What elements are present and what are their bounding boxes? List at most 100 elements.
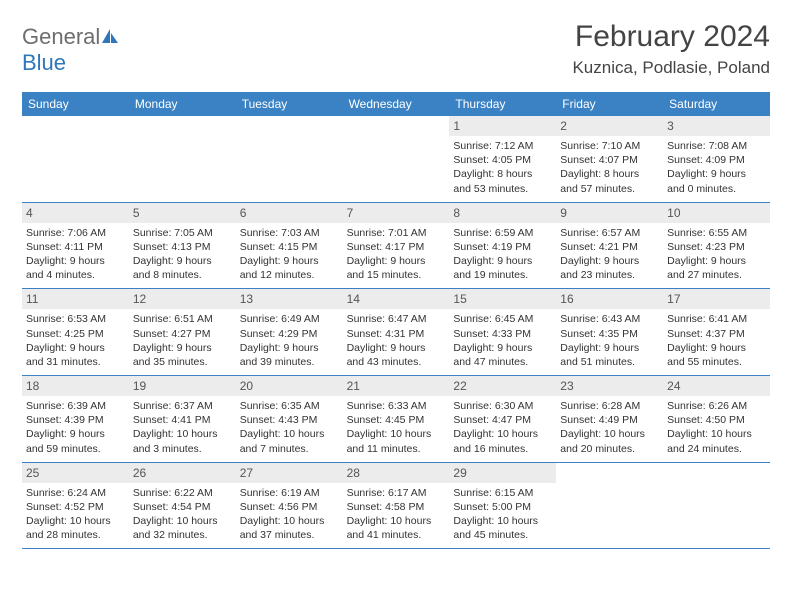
daylight-text: Daylight: 10 hours [133, 514, 232, 528]
weekday-header: Wednesday [343, 92, 450, 116]
day-details: Sunrise: 6:43 AMSunset: 4:35 PMDaylight:… [560, 312, 659, 369]
sunset-text: Sunset: 4:05 PM [453, 153, 552, 167]
daylight-text: and 55 minutes. [667, 355, 766, 369]
logo-sail-icon [101, 28, 119, 44]
daylight-text: Daylight: 9 hours [667, 341, 766, 355]
daylight-text: Daylight: 10 hours [26, 514, 125, 528]
day-cell: 5Sunrise: 7:05 AMSunset: 4:13 PMDaylight… [129, 203, 236, 289]
day-number: 13 [236, 289, 343, 309]
day-cell: 25Sunrise: 6:24 AMSunset: 4:52 PMDayligh… [22, 463, 129, 549]
daylight-text: Daylight: 9 hours [560, 341, 659, 355]
day-details: Sunrise: 7:05 AMSunset: 4:13 PMDaylight:… [133, 226, 232, 283]
day-cell: 12Sunrise: 6:51 AMSunset: 4:27 PMDayligh… [129, 289, 236, 375]
day-number: 22 [449, 376, 556, 396]
day-cell: 9Sunrise: 6:57 AMSunset: 4:21 PMDaylight… [556, 203, 663, 289]
day-details: Sunrise: 6:55 AMSunset: 4:23 PMDaylight:… [667, 226, 766, 283]
daylight-text: and 27 minutes. [667, 268, 766, 282]
day-details: Sunrise: 6:35 AMSunset: 4:43 PMDaylight:… [240, 399, 339, 456]
day-number: 7 [343, 203, 450, 223]
daylight-text: and 43 minutes. [347, 355, 446, 369]
daylight-text: Daylight: 9 hours [453, 341, 552, 355]
empty-day-cell [129, 116, 236, 202]
daylight-text: and 57 minutes. [560, 182, 659, 196]
week-row: 25Sunrise: 6:24 AMSunset: 4:52 PMDayligh… [22, 463, 770, 550]
sunrise-text: Sunrise: 6:59 AM [453, 226, 552, 240]
daylight-text: and 16 minutes. [453, 442, 552, 456]
sunset-text: Sunset: 4:58 PM [347, 500, 446, 514]
sunrise-text: Sunrise: 7:05 AM [133, 226, 232, 240]
day-number: 10 [663, 203, 770, 223]
sunrise-text: Sunrise: 6:24 AM [26, 486, 125, 500]
sunrise-text: Sunrise: 7:08 AM [667, 139, 766, 153]
daylight-text: and 8 minutes. [133, 268, 232, 282]
day-cell: 21Sunrise: 6:33 AMSunset: 4:45 PMDayligh… [343, 376, 450, 462]
sunrise-text: Sunrise: 6:43 AM [560, 312, 659, 326]
day-number: 1 [449, 116, 556, 136]
day-number: 3 [663, 116, 770, 136]
week-row: 11Sunrise: 6:53 AMSunset: 4:25 PMDayligh… [22, 289, 770, 376]
sunrise-text: Sunrise: 6:45 AM [453, 312, 552, 326]
calendar-page: General Blue February 2024 Kuznica, Podl… [0, 0, 792, 569]
sunset-text: Sunset: 4:49 PM [560, 413, 659, 427]
day-cell: 4Sunrise: 7:06 AMSunset: 4:11 PMDaylight… [22, 203, 129, 289]
day-details: Sunrise: 6:26 AMSunset: 4:50 PMDaylight:… [667, 399, 766, 456]
empty-day-cell [663, 463, 770, 549]
day-details: Sunrise: 6:28 AMSunset: 4:49 PMDaylight:… [560, 399, 659, 456]
weekday-header: Tuesday [236, 92, 343, 116]
daylight-text: Daylight: 9 hours [347, 341, 446, 355]
sunset-text: Sunset: 4:54 PM [133, 500, 232, 514]
day-details: Sunrise: 6:22 AMSunset: 4:54 PMDaylight:… [133, 486, 232, 543]
day-number: 14 [343, 289, 450, 309]
sunset-text: Sunset: 4:21 PM [560, 240, 659, 254]
daylight-text: Daylight: 10 hours [560, 427, 659, 441]
sunset-text: Sunset: 4:15 PM [240, 240, 339, 254]
sunrise-text: Sunrise: 6:49 AM [240, 312, 339, 326]
daylight-text: and 31 minutes. [26, 355, 125, 369]
logo-text-general: General [22, 24, 100, 49]
sunrise-text: Sunrise: 6:33 AM [347, 399, 446, 413]
day-number: 12 [129, 289, 236, 309]
daylight-text: Daylight: 10 hours [240, 514, 339, 528]
day-cell: 23Sunrise: 6:28 AMSunset: 4:49 PMDayligh… [556, 376, 663, 462]
daylight-text: and 11 minutes. [347, 442, 446, 456]
sunrise-text: Sunrise: 6:47 AM [347, 312, 446, 326]
daylight-text: Daylight: 9 hours [667, 167, 766, 181]
month-title: February 2024 [572, 20, 770, 54]
sunrise-text: Sunrise: 6:19 AM [240, 486, 339, 500]
day-cell: 10 Sunrise: 6:55 AMSunset: 4:23 PMDayligh… [663, 203, 770, 289]
day-cell: 7Sunrise: 7:01 AMSunset: 4:17 PMDaylight… [343, 203, 450, 289]
daylight-text: and 53 minutes. [453, 182, 552, 196]
day-number: 18 [22, 376, 129, 396]
daylight-text: Daylight: 9 hours [26, 341, 125, 355]
day-number: 20 [236, 376, 343, 396]
daylight-text: and 47 minutes. [453, 355, 552, 369]
sunset-text: Sunset: 4:33 PM [453, 327, 552, 341]
sunset-text: Sunset: 4:52 PM [26, 500, 125, 514]
sunset-text: Sunset: 4:11 PM [26, 240, 125, 254]
day-cell: 17Sunrise: 6:41 AMSunset: 4:37 PMDayligh… [663, 289, 770, 375]
sunrise-text: Sunrise: 6:51 AM [133, 312, 232, 326]
daylight-text: and 45 minutes. [453, 528, 552, 542]
daylight-text: and 19 minutes. [453, 268, 552, 282]
logo-text-blue: Blue [22, 50, 119, 76]
day-cell: 22Sunrise: 6:30 AMSunset: 4:47 PMDayligh… [449, 376, 556, 462]
daylight-text: Daylight: 10 hours [667, 427, 766, 441]
sunrise-text: Sunrise: 7:12 AM [453, 139, 552, 153]
empty-day-cell [343, 116, 450, 202]
weekday-header: Friday [556, 92, 663, 116]
week-row: 18Sunrise: 6:39 AMSunset: 4:39 PMDayligh… [22, 376, 770, 463]
day-cell: 13Sunrise: 6:49 AMSunset: 4:29 PMDayligh… [236, 289, 343, 375]
day-cell: 18Sunrise: 6:39 AMSunset: 4:39 PMDayligh… [22, 376, 129, 462]
day-details: Sunrise: 7:06 AMSunset: 4:11 PMDaylight:… [26, 226, 125, 283]
daylight-text: and 4 minutes. [26, 268, 125, 282]
day-cell: 14 Sunrise: 6:47 AMSunset: 4:31 PMDayligh… [343, 289, 450, 375]
day-cell: 29Sunrise: 6:15 AMSunset: 5:00 PMDayligh… [449, 463, 556, 549]
day-details: Sunrise: 6:24 AMSunset: 4:52 PMDaylight:… [26, 486, 125, 543]
sunset-text: Sunset: 4:31 PM [347, 327, 446, 341]
title-block: February 2024 Kuznica, Podlasie, Poland [572, 20, 770, 78]
sunrise-text: Sunrise: 7:10 AM [560, 139, 659, 153]
day-cell: 3Sunrise: 7:08 AMSunset: 4:09 PMDaylight… [663, 116, 770, 202]
sunrise-text: Sunrise: 6:53 AM [26, 312, 125, 326]
daylight-text: Daylight: 9 hours [347, 254, 446, 268]
day-number: 2 [556, 116, 663, 136]
